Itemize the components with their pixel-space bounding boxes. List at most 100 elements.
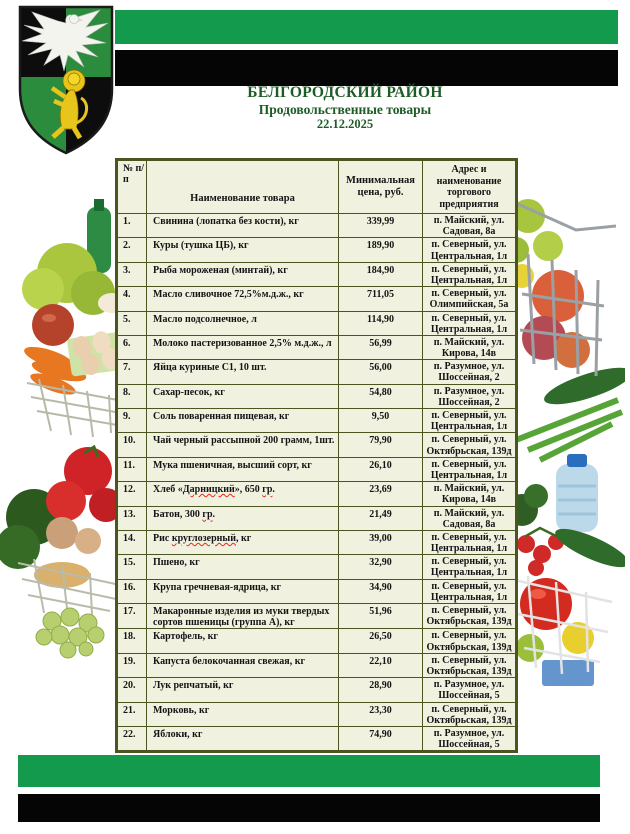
price-cell: 26,10	[338, 456, 423, 483]
top-green-stripe	[115, 10, 618, 44]
address-cell: п. Майский, ул. Садовая, 8а	[422, 212, 517, 239]
table-row: 7. Яйца куриные С1, 10 шт. 56,00 п. Разумно…	[116, 359, 517, 385]
top-black-stripe	[115, 50, 618, 86]
name-text: Масло сливочное 72,5%м.д.ж., кг	[153, 289, 304, 301]
price-cell: 21,49	[338, 505, 423, 531]
product-name-cell: Сахар-песок, кг	[146, 383, 339, 410]
price-cell: 56,00	[338, 359, 423, 385]
price-cell: 711,05	[338, 286, 423, 312]
row-number-cell: 15.	[116, 554, 147, 580]
category-subtitle: Продовольственные товары	[258, 101, 432, 117]
price-cell: 39,00	[338, 529, 423, 556]
price-cell: 28,90	[338, 677, 423, 703]
produce-photo-top-right	[503, 199, 625, 463]
coat-of-arms	[18, 5, 114, 155]
table-row: 19. Капуста белокочанная свежая, кг 22,10 п…	[116, 652, 517, 679]
address-cell: п. Северный, ул. Октябрьская, 139д	[422, 701, 517, 727]
row-number-cell: 4.	[116, 286, 147, 312]
name-text: .	[212, 508, 216, 520]
product-name-cell: Свинина (лопатка без кости), кг	[146, 212, 339, 239]
table-row: 11. Мука пшеничная, высший сорт, кг 26,10 п…	[116, 456, 517, 483]
row-number-cell: 11.	[116, 456, 147, 483]
table-row: 22. Яблоки, кг 74,90 п. Разумное, ул. Шоссе…	[116, 725, 517, 753]
name-text: Мука пшеничная, высший сорт, кг	[153, 459, 312, 471]
name-text: Чай черный рассыпной 200 грамм, 1шт.	[153, 435, 335, 447]
table-row: 12. Хлеб «Дарницкий», 650 гр. 23,69 п. Майс…	[116, 481, 517, 507]
product-name-cell: Масло подсолнечное, л	[146, 310, 339, 336]
name-text: Лук репчатый, кг	[153, 680, 234, 692]
misspelled-word: Дарницкий	[182, 484, 235, 496]
misspelled-word: круглозерный	[171, 532, 236, 544]
product-name-cell: Куры (тушка ЦБ), кг	[146, 237, 339, 263]
produce-photo-bottom-right	[506, 454, 625, 686]
table-row: 10. Чай черный рассыпной 200 грамм, 1шт. 7…	[116, 432, 517, 458]
address-cell: п. Майский, ул. Садовая, 8а	[422, 505, 517, 531]
produce-photo-top-left	[22, 199, 127, 438]
product-name-cell: Молоко пастеризованное 2,5% м.д.ж., л	[146, 334, 339, 361]
row-number-cell: 8.	[116, 383, 147, 410]
name-text: Картофель, кг	[153, 631, 218, 643]
misspelled-word: гр	[202, 508, 213, 520]
product-name-cell: Батон, 300 гр.	[146, 505, 339, 531]
table-row: 1. Свинина (лопатка без кости), кг 339,99 п…	[116, 212, 517, 239]
row-number-cell: 9.	[116, 407, 147, 434]
table-row: 21. Морковь, кг 23,30 п. Северный, ул. Октя…	[116, 701, 517, 727]
price-cell: 54,80	[338, 383, 423, 410]
price-cell: 9,50	[338, 407, 423, 434]
name-text: Сахар-песок, кг	[153, 386, 225, 398]
bottom-black-stripe	[18, 794, 600, 822]
col-header-name: Наименование товара	[146, 159, 339, 214]
name-text: Хлеб «	[153, 484, 183, 496]
name-text: Крупа гречневая-ядрица, кг	[153, 581, 282, 593]
name-text: Масло подсолнечное, л	[153, 313, 257, 325]
district-title: БЕЛГОРОДСКИЙ РАЙОН	[247, 84, 443, 101]
shield-border	[18, 5, 114, 155]
name-text: Морковь, кг	[153, 704, 210, 716]
address-cell: п. Северный, ул. Октябрьская, 139д	[422, 628, 517, 654]
name-text: Куры (тушка ЦБ), кг	[153, 240, 249, 252]
col-header-address: Адрес и наименование торгового предприят…	[422, 159, 517, 214]
product-name-cell: Макаронные изделия из муки твердых сорто…	[146, 602, 339, 630]
table-row: 8. Сахар-песок, кг 54,80 п. Разумное, ул. Ш…	[116, 383, 517, 410]
address-cell: п. Северный, ул. Центральная, 1л	[422, 554, 517, 580]
product-name-cell: Яйца куриные С1, 10 шт.	[146, 359, 339, 385]
row-number-cell: 3.	[116, 261, 147, 288]
name-text: Молоко пастеризованное 2,5% м.д.ж., л	[153, 337, 332, 349]
product-name-cell: Рис круглозерный, кг	[146, 529, 339, 556]
row-number-cell: 19.	[116, 652, 147, 679]
table-row: 4. Масло сливочное 72,5%м.д.ж., кг 711,05 п…	[116, 286, 517, 312]
product-name-cell: Пшено, кг	[146, 554, 339, 580]
product-name-cell: Лук репчатый, кг	[146, 677, 339, 703]
address-cell: п. Северный, ул. Центральная, 1л	[422, 237, 517, 263]
table-row: 18. Картофель, кг 26,50 п. Северный, ул. Ок…	[116, 628, 517, 654]
col-header-number: № п/п	[116, 159, 147, 214]
product-name-cell: Капуста белокочанная свежая, кг	[146, 652, 339, 679]
product-name-cell: Мука пшеничная, высший сорт, кг	[146, 456, 339, 483]
address-cell: п. Северный, ул. Октябрьская, 139д	[422, 602, 517, 630]
product-name-cell: Соль поваренная пищевая, кг	[146, 407, 339, 434]
name-text: Батон, 300	[153, 508, 203, 520]
name-text: Рис	[153, 532, 172, 544]
price-table-body: 1. Свинина (лопатка без кости), кг 339,99 п…	[116, 212, 517, 753]
address-cell: п. Северный, ул. Центральная, 1л	[422, 310, 517, 336]
price-cell: 32,90	[338, 554, 423, 580]
row-number-cell: 2.	[116, 237, 147, 263]
price-cell: 74,90	[338, 725, 423, 753]
price-cell: 51,96	[338, 602, 423, 630]
price-cell: 22,10	[338, 652, 423, 679]
row-number-cell: 1.	[116, 212, 147, 239]
product-name-cell: Чай черный рассыпной 200 грамм, 1шт.	[146, 432, 339, 458]
product-name-cell: Яблоки, кг	[146, 725, 339, 753]
price-cell: 56,99	[338, 334, 423, 361]
lion-icon	[50, 69, 89, 140]
address-cell: п. Северный, ул. Олимпийская, 5а	[422, 286, 517, 312]
price-table: № п/п Наименование товара Минимальная це…	[115, 158, 518, 754]
price-cell: 184,90	[338, 261, 423, 288]
price-table-header: № п/п Наименование товара Минимальная це…	[116, 159, 517, 214]
produce-photo-bottom-left	[0, 445, 123, 659]
address-cell: п. Северный, ул. Октябрьская, 139д	[422, 432, 517, 458]
row-number-cell: 5.	[116, 310, 147, 336]
table-row: 17. Макаронные изделия из муки твердых со…	[116, 602, 517, 630]
name-text: .	[272, 484, 275, 496]
